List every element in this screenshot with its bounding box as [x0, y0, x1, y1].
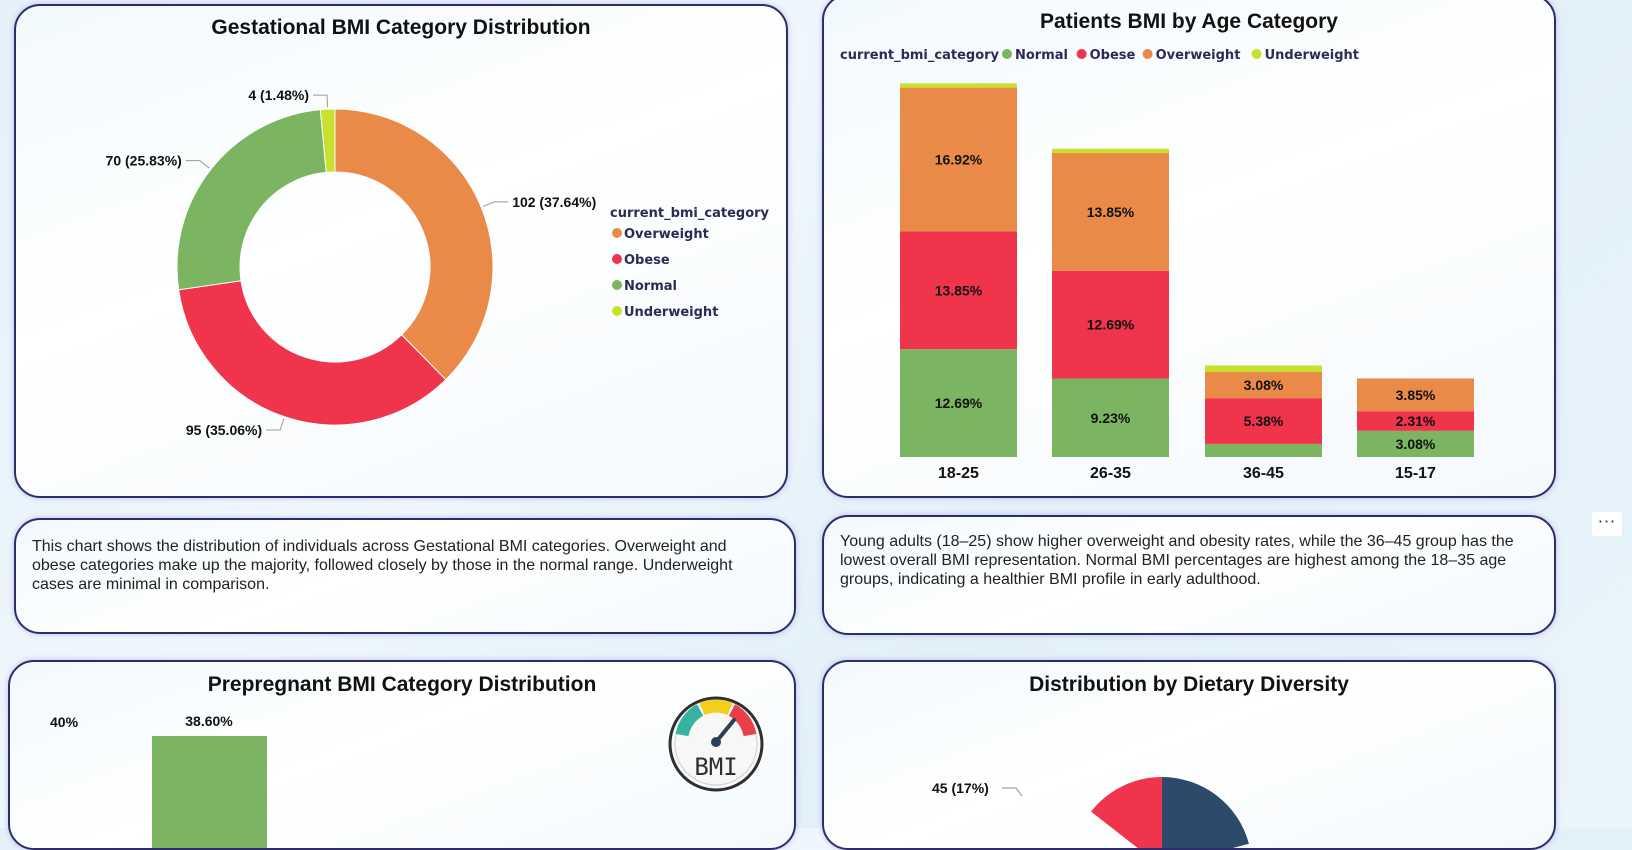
legend-swatch: [612, 306, 622, 316]
legend-item-normal[interactable]: Normal: [624, 279, 677, 294]
legend-title: current_bmi_category: [610, 206, 770, 221]
x-tick-label: 26-35: [1090, 465, 1131, 482]
age-bmi-card[interactable]: Patients BMI by Age Category current_bmi…: [822, 0, 1556, 498]
bar-segment-underweight: [1205, 365, 1322, 372]
bmi-badge-text: BMI: [694, 753, 737, 781]
bmi-gauge-icon: BMI: [668, 696, 764, 792]
bar-segment-obese: [1357, 411, 1474, 431]
bar-segment-overweight: [1052, 152, 1169, 271]
y-tick-label: 40%: [50, 714, 79, 730]
legend-item-obese[interactable]: Obese: [624, 253, 670, 268]
prepregnant-chart-title: Prepregnant BMI Category Distribution: [207, 673, 597, 696]
age-narrative-card: Young adults (18–25) show higher overwei…: [822, 515, 1556, 635]
legend-item-obese[interactable]: Obese: [1090, 48, 1136, 63]
pie-slice: [1091, 777, 1162, 848]
legend-title: current_bmi_category: [840, 48, 1000, 63]
segment-data-label: 9.23%: [1091, 410, 1131, 426]
leader-line: [266, 418, 285, 431]
bar-segment-overweight: [900, 87, 1017, 232]
legend-swatch: [1076, 49, 1087, 59]
legend-item-overweight[interactable]: Overweight: [624, 227, 709, 242]
age-chart-title: Patients BMI by Age Category: [1040, 10, 1338, 33]
segment-data-label: 5.38%: [1244, 413, 1284, 429]
bar-data-label: 38.60%: [185, 713, 233, 729]
bar-segment-normal: [1205, 443, 1322, 457]
gestational-chart-title: Gestational BMI Category Distribution: [211, 16, 591, 39]
more-options-button[interactable]: ···: [1592, 512, 1622, 536]
pie-data-label: 45 (17%): [932, 780, 989, 796]
bar-segment-normal: [1052, 378, 1169, 457]
donut-data-label: 102 (37.64%): [512, 194, 596, 210]
bar-normal: [152, 736, 267, 848]
legend-swatch: [1002, 49, 1012, 59]
segment-data-label: 13.85%: [1087, 204, 1135, 220]
donut-data-label: 70 (25.83%): [106, 153, 182, 169]
legend-swatch: [1142, 49, 1153, 59]
segment-data-label: 13.85%: [935, 282, 983, 298]
legend-item-underweight[interactable]: Underweight: [624, 305, 718, 320]
legend-item-underweight[interactable]: Underweight: [1265, 48, 1359, 63]
donut-slice-overweight: [334, 108, 494, 381]
segment-data-label: 3.85%: [1396, 387, 1436, 403]
segment-data-label: 3.08%: [1396, 436, 1436, 452]
bar-segment-underweight: [900, 83, 1017, 88]
bar-segment-underweight: [1052, 148, 1169, 153]
gestational-narrative-card: This chart shows the distribution of ind…: [14, 518, 796, 634]
prepregnant-bmi-card[interactable]: Prepregnant BMI Category Distribution 40…: [8, 660, 796, 850]
legend-swatch: [612, 228, 622, 238]
donut-slice-normal: [176, 109, 327, 291]
donut-slice-underweight: [319, 108, 336, 173]
bar-segment-normal: [900, 349, 1017, 457]
bar-segment-overweight: [1357, 378, 1474, 412]
segment-data-label: 12.69%: [935, 395, 983, 411]
bar-segment-normal: [1357, 430, 1474, 457]
x-tick-label: 15-17: [1395, 465, 1436, 482]
segment-data-label: 12.69%: [1087, 317, 1135, 333]
age-stacked-bar-chart: current_bmi_category Normal Obese Overweigh…: [840, 48, 1474, 482]
bar-segment-obese: [1205, 398, 1322, 444]
legend-swatch: [1251, 49, 1262, 59]
donut-data-label: 4 (1.48%): [248, 87, 309, 103]
legend-swatch: [612, 280, 622, 290]
x-tick-label: 18-25: [938, 465, 979, 482]
bar-segment-obese: [1052, 270, 1169, 379]
gestational-bmi-card[interactable]: Gestational BMI Category Distribution 10…: [14, 4, 788, 498]
segment-data-label: 3.08%: [1244, 377, 1284, 393]
prepregnant-bar-chart: 40% 38.60% BMI: [50, 696, 764, 848]
segment-data-label: 16.92%: [935, 152, 983, 168]
x-tick-label: 36-45: [1243, 465, 1284, 482]
donut-data-label: 95 (35.06%): [186, 422, 262, 438]
gestational-narrative-text: This chart shows the distribution of ind…: [32, 538, 733, 593]
leader-line: [185, 160, 210, 169]
age-narrative-text: Young adults (18–25) show higher overwei…: [840, 533, 1514, 588]
leader-line: [482, 201, 509, 207]
legend-swatch: [612, 254, 622, 264]
bar-segment-obese: [900, 231, 1017, 350]
leader-line: [313, 94, 329, 108]
bar-segment-overweight: [1205, 372, 1322, 399]
pie-slice: [1162, 777, 1249, 848]
donut-slice-obese: [178, 280, 447, 426]
dietary-chart-title: Distribution by Dietary Diversity: [1029, 673, 1349, 696]
segment-data-label: 2.31%: [1396, 413, 1436, 429]
legend-item-overweight[interactable]: Overweight: [1156, 48, 1241, 63]
dietary-pie-chart: 45 (17%): [932, 777, 1249, 848]
gestational-donut-chart: 102 (37.64%) 95 (35.06%) 70 (25.83%) 4 (1.4…: [106, 87, 770, 438]
legend-item-normal[interactable]: Normal: [1015, 48, 1068, 63]
dietary-diversity-card[interactable]: Distribution by Dietary Diversity 45 (17…: [822, 660, 1556, 850]
